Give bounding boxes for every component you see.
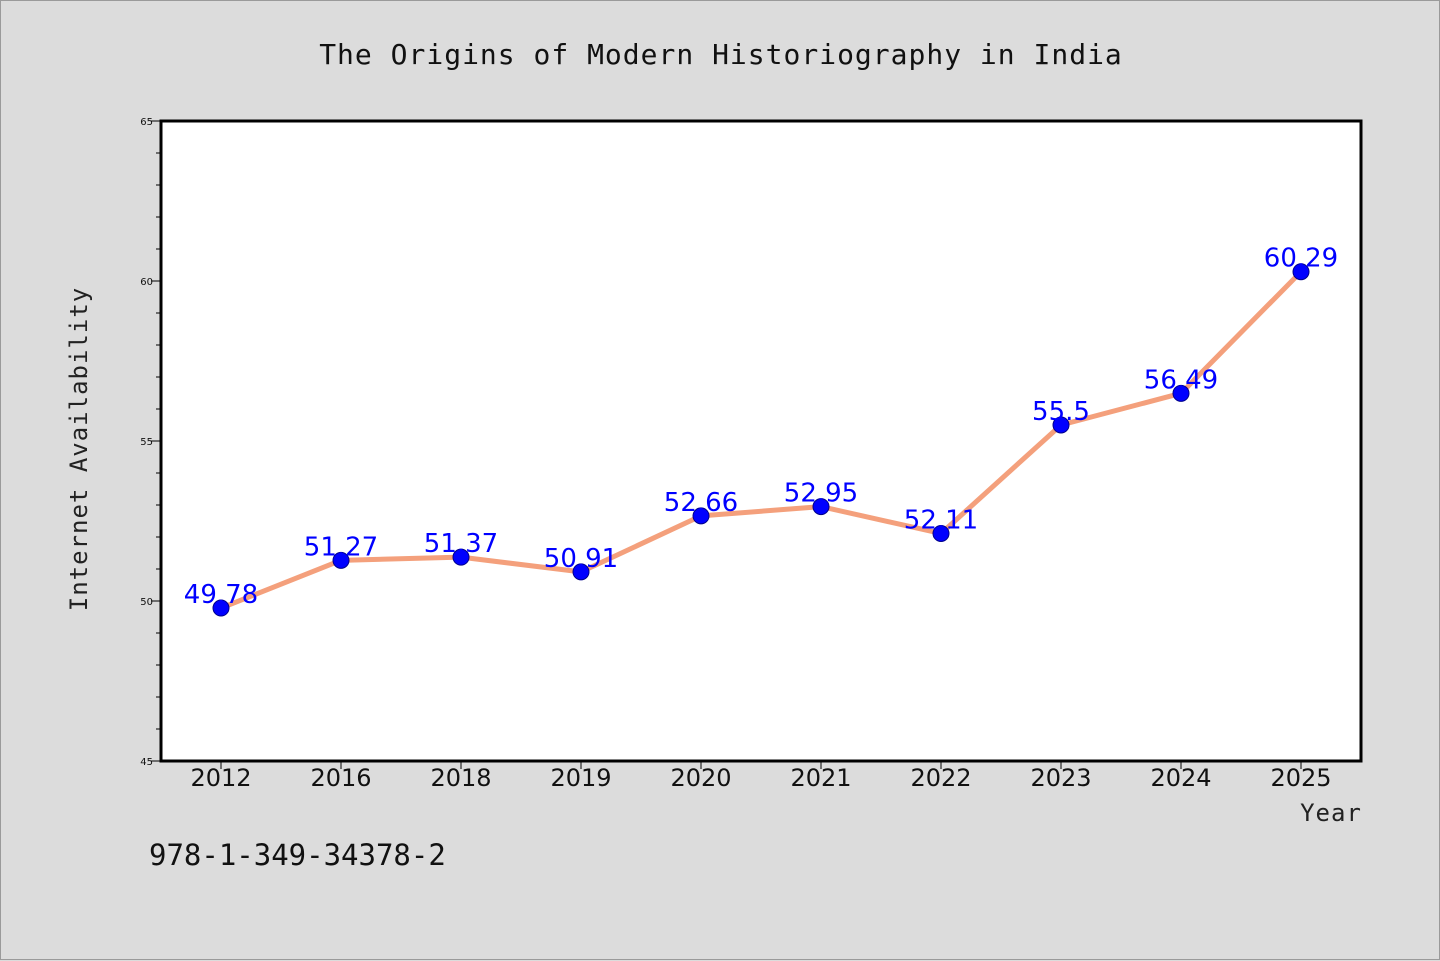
data-label: 51.27 — [304, 532, 378, 562]
y-axis: 45 50 55 60 65 — [140, 117, 161, 768]
data-label: 52.95 — [784, 479, 858, 509]
data-point — [932, 524, 950, 542]
data-label: 60.29 — [1264, 244, 1338, 274]
data-label: 52.66 — [664, 488, 738, 518]
data-point — [332, 551, 350, 569]
x-tick-label: 2021 — [790, 764, 851, 792]
x-tick-label: 2022 — [910, 764, 971, 792]
isbn-footnote: 978-1-349-34378-2 — [149, 838, 446, 872]
x-tick-label: 2024 — [1150, 764, 1211, 792]
x-tick-label: 2023 — [1030, 764, 1091, 792]
data-label: 50.91 — [544, 544, 618, 574]
data-point — [1292, 263, 1310, 281]
data-label: 55.5 — [1032, 397, 1090, 427]
y-tick-label: 45 — [140, 757, 153, 768]
series-line — [218, 269, 1304, 611]
data-label: 52.11 — [904, 505, 978, 535]
y-tick-label: 50 — [140, 597, 153, 608]
x-tick-label: 2016 — [310, 764, 371, 792]
y-tick-label: 65 — [140, 117, 153, 128]
data-label: 49.78 — [184, 580, 258, 610]
x-tick-label: 2020 — [670, 764, 731, 792]
y-tick-label: 60 — [140, 277, 153, 288]
data-point — [1052, 416, 1070, 434]
data-point — [452, 548, 470, 566]
data-label: 51.37 — [424, 529, 498, 559]
x-axis: 2012 2016 2018 2019 2020 2021 2022 2023 2024 2025 — [190, 761, 1332, 792]
data-point — [212, 599, 230, 617]
data-point — [812, 498, 830, 516]
data-point — [1172, 384, 1190, 402]
x-tick-label: 2025 — [1270, 764, 1331, 792]
plot-area — [159, 119, 1363, 763]
y-axis-label: Internet Availability — [65, 287, 93, 611]
x-tick-label: 2012 — [190, 764, 251, 792]
x-tick-label: 2018 — [430, 764, 491, 792]
data-point — [692, 507, 710, 525]
chart-title: The Origins of Modern Historiography in … — [319, 38, 1123, 71]
data-label: 56.49 — [1144, 365, 1218, 395]
data-label-layer: 49.78 51.27 51.37 50.91 52.66 52.95 52.11 55.5 5… — [184, 244, 1338, 610]
series-layer — [212, 263, 1310, 617]
y-tick-label: 55 — [140, 437, 153, 448]
data-point — [572, 563, 590, 581]
x-axis-label: Year — [1300, 799, 1362, 827]
x-tick-label: 2019 — [550, 764, 611, 792]
